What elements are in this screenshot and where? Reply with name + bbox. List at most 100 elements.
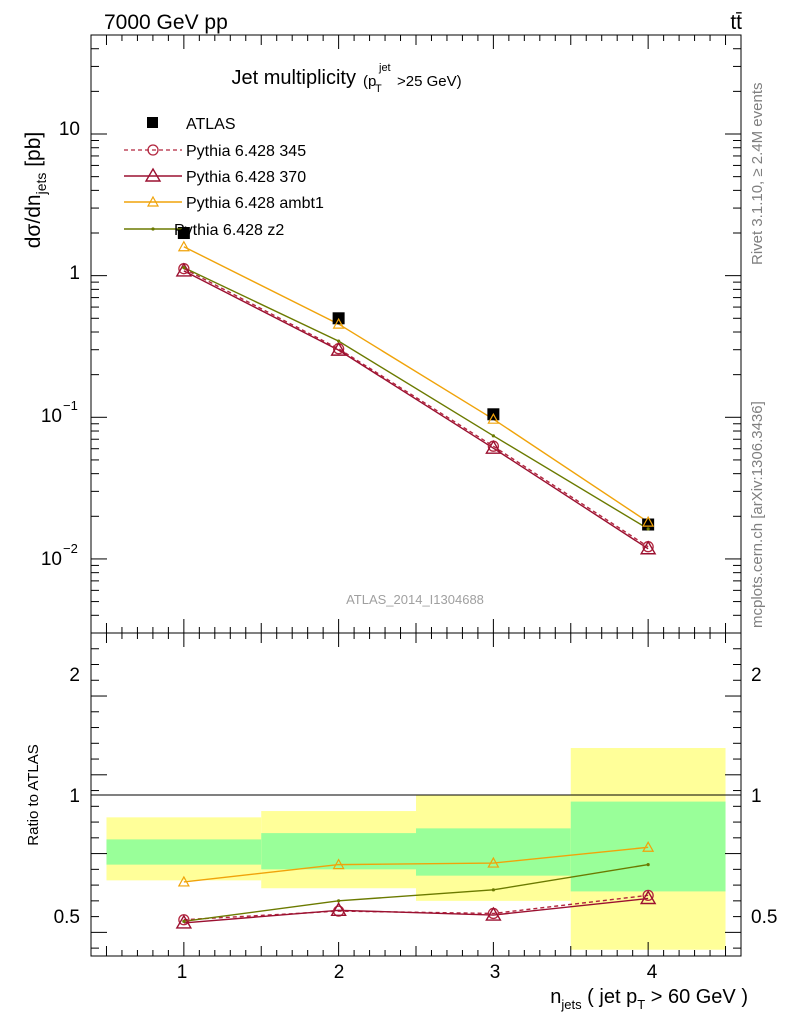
ratio-point-s3-x2 xyxy=(337,899,341,903)
green-band-bin-2 xyxy=(261,833,416,870)
ratio-series-line-2 xyxy=(183,846,649,883)
ytick-label-10: 10 xyxy=(59,119,80,140)
ratio-point-s3-x4 xyxy=(646,863,650,867)
main-title: Jet multiplicity xyxy=(232,67,356,89)
main-series-line-3 xyxy=(183,246,649,523)
main-y-label-base: dσ/dn xyxy=(22,194,45,248)
x-tick-labels: 1 2 3 4 xyxy=(177,962,658,983)
ratio-series-layer xyxy=(175,841,657,929)
legend-marker-345 xyxy=(147,144,159,156)
main-point-s4-x3 xyxy=(491,434,495,438)
legend-item-345: Pythia 6.428 345 xyxy=(124,143,306,160)
title-cut-jet: jet xyxy=(378,62,391,74)
ratio-bands xyxy=(106,748,726,950)
ratio-series-line-1 xyxy=(183,897,649,924)
ytick-exp-0p1: −1 xyxy=(63,398,78,413)
ratio-panel: 2 1 0.5 2 1 0.5 Ratio to ATLAS 1 2 3 4 n… xyxy=(25,632,777,1012)
legend-marker-370 xyxy=(144,167,162,182)
ytick-label-0p1: 10 xyxy=(41,406,62,427)
x-label-rest: ( jet p xyxy=(582,986,638,1008)
ratio-y-tick-labels-left: 2 1 0.5 xyxy=(54,665,80,928)
main-point-s3-x2 xyxy=(332,317,345,329)
title-cut-T: T xyxy=(375,83,382,95)
legend-label-z2: Pythia 6.428 z2 xyxy=(174,222,284,239)
ratio-point-s2-x4 xyxy=(642,841,655,852)
xtick-label-1: 1 xyxy=(177,962,188,983)
ytick-exp-0p01: −2 xyxy=(63,541,78,556)
main-axis-ticks xyxy=(91,34,741,634)
legend-label-345: Pythia 6.428 345 xyxy=(186,143,306,160)
main-point-s3-x3 xyxy=(487,412,500,424)
x-label-T: T xyxy=(637,997,645,1012)
xtick-label-2: 2 xyxy=(334,962,345,983)
legend-label-370: Pythia 6.428 370 xyxy=(186,169,306,186)
ratio-point-s2-x3 xyxy=(487,856,500,868)
main-point-s3-x4 xyxy=(642,515,655,527)
svg-text:dσ/dnjets [pb]: dσ/dnjets [pb] xyxy=(22,132,49,249)
energy-label: 7000 GeV pp xyxy=(104,11,228,34)
ratio-ytick-label-1-right: 1 xyxy=(751,786,762,807)
legend-item-atlas: ATLAS xyxy=(147,116,236,133)
mcplots-label: mcplots.cern.ch [arXiv:1306.3436] xyxy=(749,401,766,628)
main-y-axis-label: dσ/dnjets [pb] xyxy=(22,132,49,249)
main-series-line-2 xyxy=(183,270,649,550)
ratio-axis-ticks xyxy=(91,632,741,956)
rivet-version-label: Rivet 3.1.10, ≥ 2.4M events xyxy=(749,83,766,266)
process-label: tt̄ xyxy=(730,11,742,34)
xtick-label-3: 3 xyxy=(490,962,501,983)
green-band-bin-1 xyxy=(106,839,262,865)
ratio-y-axis-label: Ratio to ATLAS xyxy=(25,744,42,845)
ratio-point-s3-x1 xyxy=(182,919,186,923)
ratio-point-s1-x2 xyxy=(330,901,347,917)
title-cut-value: >25 GeV) xyxy=(397,73,462,90)
green-band-bin-3 xyxy=(416,828,571,876)
ratio-point-s1-x3 xyxy=(485,906,502,921)
ratio-ytick-label-2-right: 2 xyxy=(751,665,762,686)
ratio-point-s1-x4 xyxy=(639,890,657,905)
ratio-point-s2-x1 xyxy=(177,875,190,887)
x-label-sub: jets xyxy=(560,997,582,1012)
ratio-point-s1-x1 xyxy=(175,914,193,929)
legend-marker-atlas xyxy=(147,117,158,128)
title-cut-open: (p xyxy=(363,73,376,90)
main-point-s4-x1 xyxy=(182,265,186,270)
ratio-frame xyxy=(90,632,742,957)
main-series-line-4 xyxy=(183,266,649,530)
main-point-s2-x1 xyxy=(175,262,193,277)
x-label-n: n xyxy=(550,986,561,1008)
main-point-s4-x2 xyxy=(337,339,341,343)
main-y-tick-labels: 10 1 10 −1 10 −2 xyxy=(41,119,80,570)
legend-marker-ambt1 xyxy=(146,195,160,207)
ratio-point-s2-x2 xyxy=(332,858,345,870)
ratio-y-tick-labels-right: 2 1 0.5 xyxy=(751,665,777,928)
main-panel: Jet multiplicity (p T jet >25 GeV) dσ/dn… xyxy=(22,34,742,634)
legend-item-370: Pythia 6.428 370 xyxy=(124,167,306,186)
ytick-label-0p01: 10 xyxy=(41,549,62,570)
ratio-ytick-label-1: 1 xyxy=(69,786,80,807)
main-point-s3-x1 xyxy=(177,240,190,252)
main-series-layer xyxy=(175,227,657,555)
green-band-bin-4 xyxy=(570,801,726,892)
ratio-ytick-label-2: 2 xyxy=(69,665,80,686)
main-y-label-sub: jets xyxy=(33,173,49,196)
ratio-ytick-label-0p5-right: 0.5 xyxy=(751,907,777,928)
xtick-label-4: 4 xyxy=(647,962,658,983)
main-series-line-1 xyxy=(183,268,649,548)
main-point-s2-x4 xyxy=(639,540,657,555)
x-axis-label: njets ( jet pT > 60 GeV ) xyxy=(550,986,748,1012)
main-point-s4-x4 xyxy=(646,527,650,531)
main-y-label-unit: [pb] xyxy=(22,132,45,173)
legend-item-z2: Pythia 6.428 z2 xyxy=(124,222,284,239)
legend: ATLAS Pythia 6.428 345 Pythia 6.428 370 … xyxy=(124,116,324,239)
legend-item-ambt1: Pythia 6.428 ambt1 xyxy=(124,195,324,212)
ratio-ytick-label-0p5: 0.5 xyxy=(54,907,80,928)
main-point-s2-x3 xyxy=(485,439,502,454)
legend-marker-z2 xyxy=(151,227,155,231)
legend-label-atlas: ATLAS xyxy=(186,116,236,133)
ratio-point-s3-x3 xyxy=(491,888,495,892)
x-label-end: > 60 GeV ) xyxy=(645,986,748,1008)
main-point-s0-x1 xyxy=(177,227,190,240)
analysis-watermark: ATLAS_2014_I1304688 xyxy=(346,592,484,607)
ytick-label-1: 1 xyxy=(69,263,80,284)
